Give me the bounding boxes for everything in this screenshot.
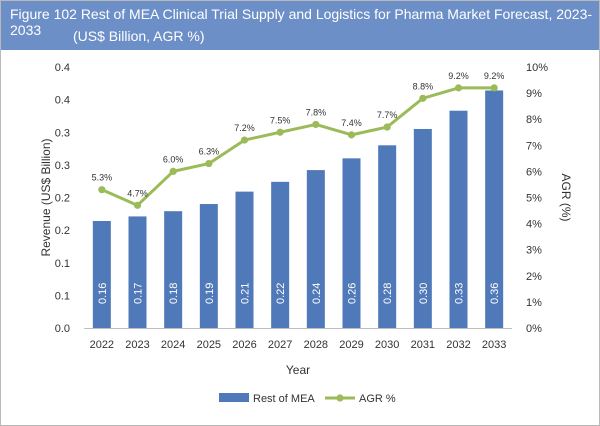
x-tick-label: 2022 bbox=[90, 339, 114, 351]
agr-point bbox=[276, 128, 284, 136]
agr-value-label: 6.3% bbox=[199, 147, 220, 157]
bar bbox=[271, 181, 290, 328]
y2-tick-label: 9% bbox=[526, 88, 542, 100]
agr-value-label: 7.2% bbox=[234, 123, 255, 133]
bar-value-label: 0.22 bbox=[275, 283, 287, 304]
agr-value-label: 5.3% bbox=[92, 173, 113, 183]
y-tick-label: 0.3 bbox=[55, 127, 70, 139]
y2-axis-title: AGR (%) bbox=[559, 174, 573, 222]
y-tick-label: 0.1 bbox=[55, 290, 70, 302]
agr-point bbox=[347, 131, 356, 139]
bar-value-label: 0.24 bbox=[311, 283, 323, 304]
bar-value-label: 0.19 bbox=[204, 283, 216, 304]
agr-value-label: 7.8% bbox=[306, 107, 327, 117]
bar bbox=[413, 128, 432, 328]
bar-value-label: 0.17 bbox=[133, 283, 145, 304]
x-tick-label: 2028 bbox=[304, 339, 328, 351]
agr-point bbox=[240, 136, 249, 144]
y2-tick-label: 1% bbox=[526, 297, 542, 309]
bar bbox=[235, 191, 254, 328]
agr-value-label: 7.5% bbox=[270, 115, 291, 125]
agr-value-label: 9.2% bbox=[448, 71, 469, 81]
agr-value-label: 7.7% bbox=[377, 110, 398, 120]
chart-subtitle: (US$ Billion, AGR %) bbox=[73, 28, 205, 44]
y2-tick-label: 5% bbox=[526, 193, 542, 205]
y2-tick-label: 8% bbox=[526, 114, 542, 126]
y-axis-title: Revenue (US$ Billion) bbox=[39, 138, 53, 256]
x-tick-label: 2030 bbox=[375, 339, 399, 351]
bar bbox=[199, 204, 218, 328]
agr-point bbox=[205, 159, 213, 168]
agr-value-label: 4.7% bbox=[127, 188, 148, 198]
y2-tick-label: 6% bbox=[526, 166, 542, 178]
agr-series-line bbox=[101, 86, 495, 207]
agr-point bbox=[133, 201, 142, 209]
y-tick-label: 0.4 bbox=[55, 95, 70, 107]
bar bbox=[164, 211, 183, 328]
y-tick-label: 0.2 bbox=[55, 193, 70, 205]
bar bbox=[342, 158, 361, 328]
bar bbox=[449, 110, 468, 328]
bar-value-label: 0.30 bbox=[418, 283, 430, 304]
x-tick-label: 2024 bbox=[161, 339, 185, 351]
y2-tick-label: 7% bbox=[526, 140, 542, 152]
agr-value-label: 8.8% bbox=[413, 81, 434, 91]
x-axis-title: Year bbox=[286, 363, 310, 377]
agr-value-label: 6.0% bbox=[163, 154, 184, 164]
x-tick-label: 2032 bbox=[446, 339, 470, 351]
y-tick-label: 0.4 bbox=[55, 62, 70, 74]
agr-point bbox=[98, 186, 106, 194]
bar-value-label: 0.21 bbox=[240, 283, 252, 304]
x-tick-label: 2025 bbox=[197, 339, 221, 351]
y-tick-label: 0.1 bbox=[55, 258, 70, 270]
chart-header: Figure 102 Rest of MEA Clinical Trial Su… bbox=[0, 0, 600, 50]
agr-value-label: 9.2% bbox=[484, 71, 505, 81]
y-tick-label: 0.0 bbox=[55, 323, 70, 335]
x-tick-label: 2029 bbox=[339, 339, 363, 351]
agr-value-label: 7.4% bbox=[341, 118, 362, 128]
agr-point bbox=[490, 84, 498, 92]
bar bbox=[128, 216, 147, 328]
y2-tick-label: 2% bbox=[526, 271, 542, 283]
y2-tick-label: 3% bbox=[526, 245, 542, 257]
bar-value-label: 0.26 bbox=[347, 283, 359, 304]
legend-line-label: AGR % bbox=[359, 393, 396, 405]
y2-tick-label: 0% bbox=[526, 323, 542, 335]
x-tick-label: 2031 bbox=[411, 339, 435, 351]
bar bbox=[306, 170, 325, 328]
x-tick-label: 2027 bbox=[268, 339, 292, 351]
bar-value-label: 0.33 bbox=[454, 283, 466, 304]
chart-title: Figure 102 Rest of MEA Clinical Trial Su… bbox=[10, 6, 593, 38]
bar bbox=[378, 145, 397, 328]
y2-tick-label: 4% bbox=[526, 219, 542, 231]
legend-bar-label: Rest of MEA bbox=[253, 393, 315, 405]
y-tick-label: 0.2 bbox=[55, 225, 70, 237]
bar bbox=[92, 220, 111, 328]
agr-point bbox=[312, 120, 320, 129]
bar-value-label: 0.28 bbox=[382, 283, 394, 304]
x-tick-label: 2033 bbox=[482, 339, 506, 351]
agr-point bbox=[383, 123, 391, 131]
x-tick-label: 2026 bbox=[232, 339, 256, 351]
bar-value-label: 0.36 bbox=[489, 283, 501, 304]
legend-bar-swatch bbox=[219, 393, 249, 402]
agr-point bbox=[454, 84, 463, 92]
y2-tick-label: 10% bbox=[526, 62, 548, 74]
agr-point bbox=[169, 167, 177, 175]
bar bbox=[485, 90, 504, 329]
legend-line-marker bbox=[336, 394, 344, 402]
x-tick-label: 2023 bbox=[125, 339, 149, 351]
bar-value-label: 0.18 bbox=[168, 283, 180, 304]
y-tick-label: 0.3 bbox=[55, 160, 70, 172]
agr-point bbox=[419, 94, 427, 102]
bar-value-label: 0.16 bbox=[97, 283, 109, 304]
